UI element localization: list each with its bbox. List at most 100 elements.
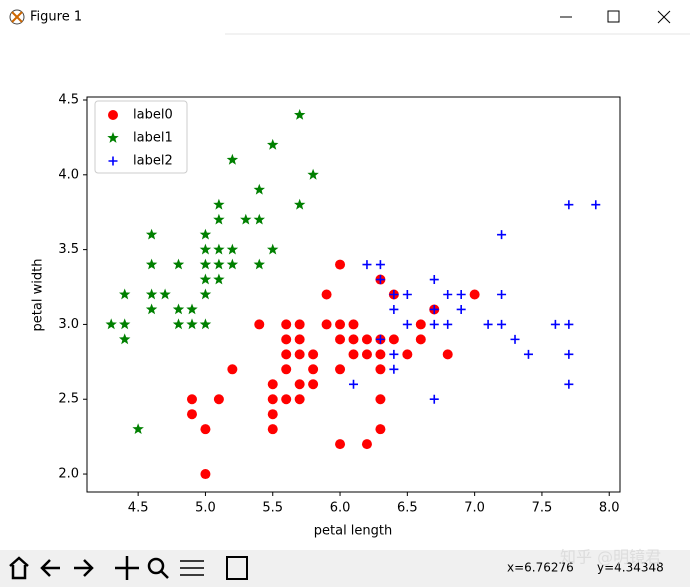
y-tick-label: 4.5 (58, 92, 79, 107)
scatter-point (200, 469, 211, 480)
scatter-point (402, 349, 413, 360)
y-tick-label: 2.0 (58, 467, 79, 482)
scatter-point (375, 334, 385, 344)
scatter-point (199, 318, 212, 330)
scatter-point (267, 394, 278, 405)
scatter-point (213, 394, 224, 405)
scatter-point (550, 319, 560, 329)
scatter-point (227, 364, 238, 375)
scatter-point (591, 200, 601, 210)
x-tick-label: 7.0 (464, 501, 485, 516)
scatter-point (564, 349, 574, 359)
scatter-point (564, 379, 574, 389)
scatter-point (172, 258, 185, 270)
scatter-point (253, 258, 265, 270)
legend-label: label1 (133, 131, 173, 146)
legend-label: label2 (133, 154, 173, 169)
scatter-point (335, 334, 346, 345)
scatter-point (429, 304, 439, 314)
scatter-point (267, 243, 279, 255)
y-tick-label: 2.5 (58, 392, 79, 407)
watermark: 知乎 @明镜君 (560, 548, 661, 567)
x-tick-label: 8.0 (599, 501, 620, 516)
scatter-point (240, 213, 252, 225)
scatter-point (267, 424, 278, 435)
y-tick-label: 3.5 (58, 242, 79, 257)
scatter-point (199, 273, 212, 285)
zoom-button[interactable] (147, 557, 165, 575)
scatter-point (226, 258, 239, 270)
scatter-point (132, 423, 144, 434)
scatter-point (145, 303, 158, 315)
scatter-point (159, 288, 171, 300)
scatter-point (145, 228, 158, 240)
scatter-point (361, 439, 372, 450)
save-button[interactable] (226, 556, 248, 580)
forward-button[interactable] (74, 559, 94, 577)
x-tick-label: 6.5 (397, 501, 418, 516)
y-tick-label: 3.0 (58, 317, 79, 332)
scatter-point (253, 213, 265, 225)
scatter-point (335, 439, 346, 450)
home-button[interactable] (9, 556, 29, 580)
pan-button[interactable] (115, 556, 139, 580)
window-title: Figure 1 (30, 10, 82, 25)
legend-marker (108, 110, 118, 120)
scatter-point (186, 409, 197, 420)
scatter-point (281, 349, 292, 360)
scatter-point (456, 304, 466, 314)
y-axis-label: petal width (31, 259, 46, 332)
scatter-point (294, 198, 306, 210)
scatter-point (321, 319, 332, 330)
scatter-point (335, 319, 346, 330)
maximize-button[interactable] (607, 10, 620, 23)
scatter-point (402, 290, 412, 299)
scatter-point (213, 258, 225, 270)
scatter-point (335, 259, 346, 270)
legend-label: label0 (133, 108, 173, 123)
scatter-point (307, 168, 319, 180)
close-button[interactable] (657, 10, 671, 24)
scatter-point (389, 304, 399, 314)
legend-box (94, 100, 188, 174)
back-button[interactable] (40, 559, 60, 577)
zoom-handle (160, 570, 169, 579)
scatter-point (429, 275, 439, 285)
x-tick-label: 6.0 (330, 501, 351, 516)
scatter-point (119, 288, 131, 300)
scatter-point (321, 289, 332, 300)
scatter-point (564, 319, 574, 329)
scatter-point (443, 319, 453, 329)
scatter-point (348, 319, 359, 330)
scatter-point (497, 230, 507, 240)
scatter-point (213, 213, 225, 225)
subplots-button[interactable] (180, 560, 204, 576)
scatter-point (308, 349, 319, 360)
scatter-point (172, 303, 185, 315)
scatter-point (389, 349, 399, 359)
scatter-point (119, 318, 131, 330)
scatter-point (213, 198, 225, 210)
app-icon-glyph (11, 11, 23, 23)
scatter-point (429, 319, 439, 329)
scatter-point (213, 243, 225, 255)
x-tick-label: 5.0 (195, 501, 216, 516)
scatter-point (361, 349, 372, 360)
scatter-point (281, 364, 292, 375)
scatter-point (415, 334, 426, 345)
scatter-point (442, 349, 453, 360)
scatter-point (349, 379, 358, 389)
x-tick-label: 5.5 (262, 501, 283, 516)
scatter-point (308, 379, 319, 390)
scatter-point (267, 379, 278, 390)
scatter-point (186, 394, 197, 405)
scatter-point (294, 319, 305, 330)
scatter-point (294, 379, 305, 390)
scatter-point (105, 318, 117, 330)
scatter-point (199, 258, 212, 270)
scatter-point (443, 290, 453, 299)
scatter-point (199, 288, 212, 300)
scatter-point (119, 333, 131, 345)
